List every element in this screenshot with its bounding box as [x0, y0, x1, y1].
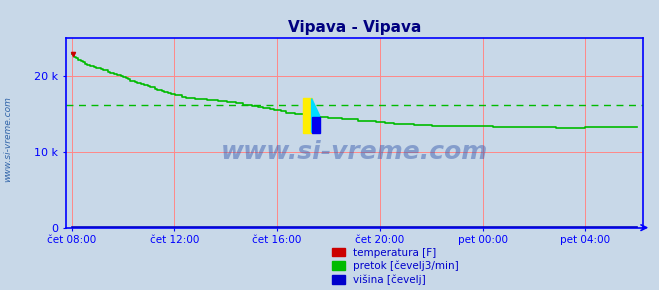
Text: www.si-vreme.com: www.si-vreme.com [221, 140, 488, 164]
Legend: temperatura [F], pretok [čevelj3/min], višina [čevelj]: temperatura [F], pretok [čevelj3/min], v… [332, 248, 459, 285]
Polygon shape [312, 99, 320, 133]
Title: Vipava - Vipava: Vipava - Vipava [287, 20, 421, 35]
Text: www.si-vreme.com: www.si-vreme.com [3, 96, 13, 182]
FancyBboxPatch shape [303, 99, 312, 133]
FancyBboxPatch shape [312, 117, 320, 133]
